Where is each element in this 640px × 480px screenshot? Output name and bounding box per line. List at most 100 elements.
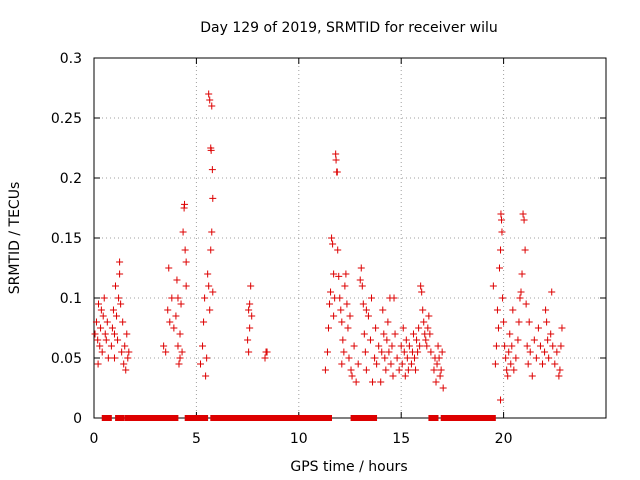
data-point — [107, 342, 115, 350]
data-point — [172, 312, 180, 320]
data-point — [494, 324, 502, 332]
data-point — [405, 342, 413, 350]
data-point — [503, 366, 511, 374]
data-point — [174, 342, 182, 350]
data-point — [207, 246, 215, 254]
data-point — [246, 324, 254, 332]
data-point — [165, 264, 173, 272]
data-point — [424, 324, 432, 332]
data-point — [261, 354, 269, 362]
data-point — [510, 366, 518, 374]
data-point — [509, 306, 517, 314]
chart-title: Day 129 of 2019, SRMTID for receiver wil… — [200, 20, 498, 36]
data-point — [504, 372, 512, 380]
zero-level-run — [124, 415, 174, 421]
data-point — [209, 194, 217, 202]
data-point — [433, 360, 441, 368]
data-point — [104, 354, 112, 362]
data-point — [101, 330, 109, 338]
data-point — [368, 294, 376, 302]
data-point — [356, 276, 364, 284]
data-point — [334, 246, 342, 254]
data-point — [339, 336, 347, 344]
data-point — [412, 366, 420, 374]
data-point — [200, 318, 208, 326]
data-point — [345, 354, 353, 362]
y-axis-label: SRMTID / TECUs — [7, 182, 23, 295]
data-point — [347, 366, 355, 374]
data-point — [248, 312, 256, 320]
data-point — [203, 354, 211, 362]
data-point — [499, 294, 507, 302]
data-point — [542, 306, 550, 314]
data-point — [100, 294, 108, 302]
data-point — [493, 306, 501, 314]
data-point — [419, 306, 427, 314]
data-point — [515, 318, 523, 326]
data-point — [517, 288, 525, 296]
data-point — [543, 318, 551, 326]
data-point — [545, 354, 553, 362]
data-point — [164, 306, 172, 314]
data-point — [389, 372, 397, 380]
data-point — [555, 372, 563, 380]
data-point — [403, 354, 411, 362]
data-point — [358, 282, 366, 290]
data-point — [417, 282, 425, 290]
data-point — [206, 96, 214, 104]
data-point — [96, 342, 104, 350]
data-point — [110, 330, 118, 338]
y-tick-label: 0.15 — [51, 231, 82, 247]
data-point — [326, 300, 334, 308]
data-point — [360, 330, 368, 338]
data-point — [398, 360, 406, 368]
data-point — [524, 360, 532, 368]
data-point — [359, 300, 367, 308]
data-point — [335, 272, 343, 280]
data-point — [97, 306, 105, 314]
data-point — [528, 372, 536, 380]
data-point — [489, 282, 497, 290]
data-point — [170, 324, 178, 332]
data-point — [519, 210, 527, 218]
y-tick-label: 0.1 — [60, 291, 82, 307]
data-point — [176, 354, 184, 362]
data-point — [332, 150, 340, 158]
data-point — [427, 348, 435, 356]
data-point — [94, 336, 102, 344]
data-point — [438, 348, 446, 356]
data-point — [551, 360, 559, 368]
data-point — [497, 210, 505, 218]
data-point — [501, 342, 509, 350]
data-points — [91, 90, 566, 421]
data-point — [361, 348, 369, 356]
data-point — [413, 336, 421, 344]
data-point — [208, 166, 216, 174]
data-point — [497, 246, 505, 254]
data-point — [112, 282, 120, 290]
data-point — [92, 318, 100, 326]
data-point — [525, 318, 533, 326]
data-point — [209, 288, 217, 296]
data-point — [116, 258, 124, 266]
data-point — [117, 300, 125, 308]
data-point — [362, 366, 370, 374]
data-point — [430, 366, 438, 374]
data-point — [179, 228, 187, 236]
data-point — [397, 342, 405, 350]
data-point — [342, 270, 350, 278]
y-tick-label: 0.05 — [51, 351, 82, 367]
data-point — [526, 348, 534, 356]
data-point — [115, 294, 123, 302]
data-point — [507, 360, 515, 368]
data-point — [409, 330, 417, 338]
data-point — [383, 336, 391, 344]
y-tick-label: 0.25 — [51, 111, 82, 127]
data-point — [558, 324, 566, 332]
data-point — [544, 336, 552, 344]
data-point — [420, 318, 428, 326]
data-point — [323, 348, 331, 356]
data-point — [387, 360, 395, 368]
zero-level-run — [350, 415, 361, 421]
